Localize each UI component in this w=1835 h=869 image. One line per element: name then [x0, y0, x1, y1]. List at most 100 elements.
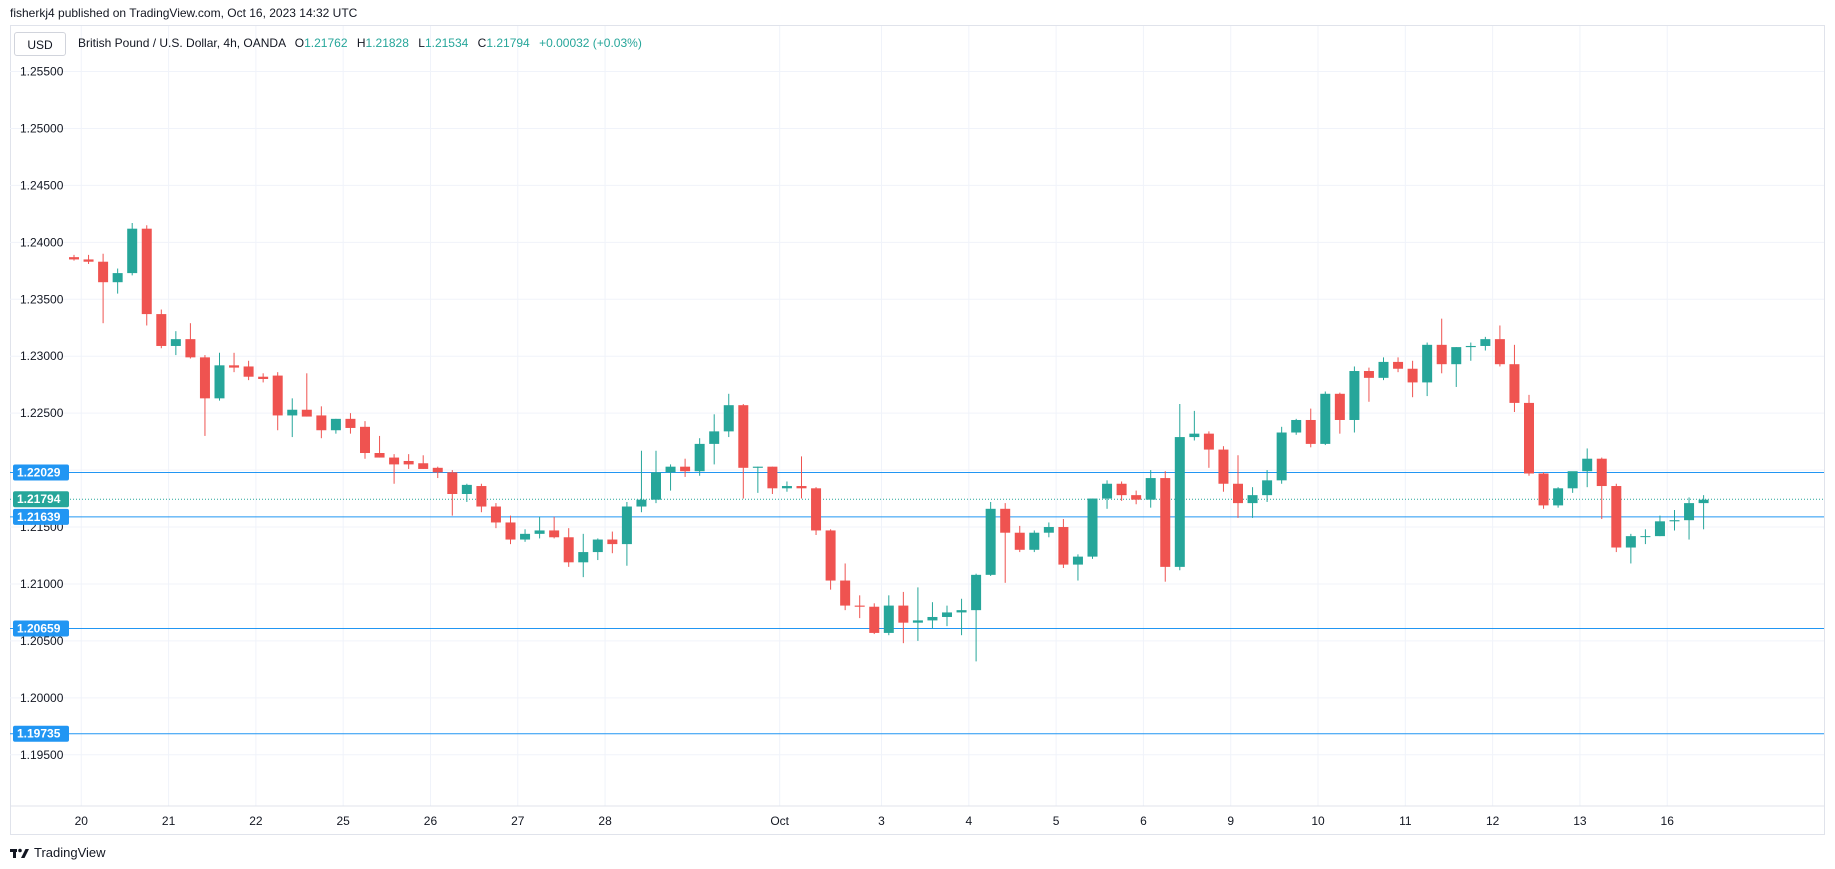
candle-body[interactable]: [1698, 499, 1709, 504]
candle-body[interactable]: [1625, 536, 1636, 548]
candle-body[interactable]: [330, 418, 341, 431]
candle-body[interactable]: [811, 488, 822, 531]
candle-body[interactable]: [1087, 498, 1098, 557]
candle-body[interactable]: [825, 530, 836, 581]
candle-body[interactable]: [1378, 361, 1389, 378]
candle-body[interactable]: [578, 552, 589, 563]
candle-body[interactable]: [534, 530, 545, 534]
candle-body[interactable]: [592, 539, 603, 553]
candle-body[interactable]: [985, 508, 996, 575]
candle-body[interactable]: [1567, 471, 1578, 489]
candle-body[interactable]: [141, 228, 152, 315]
candle-body[interactable]: [1684, 503, 1695, 521]
candle-body[interactable]: [1611, 486, 1622, 548]
candle-body[interactable]: [883, 605, 894, 633]
candle-body[interactable]: [1043, 527, 1054, 533]
candle-body[interactable]: [1524, 402, 1534, 474]
candle-body[interactable]: [1334, 393, 1345, 420]
candle-body[interactable]: [432, 467, 443, 473]
candle-body[interactable]: [1291, 419, 1302, 433]
candle-body[interactable]: [1102, 483, 1113, 499]
candle-body[interactable]: [1654, 521, 1665, 537]
candle-body[interactable]: [607, 539, 618, 545]
currency-button[interactable]: USD: [14, 32, 66, 56]
candle-body[interactable]: [1422, 344, 1433, 383]
candle-body[interactable]: [185, 339, 196, 358]
candle-body[interactable]: [869, 606, 880, 633]
candle-body[interactable]: [1393, 361, 1404, 369]
candle-body[interactable]: [898, 605, 909, 623]
candle-body[interactable]: [1029, 532, 1040, 550]
candle-body[interactable]: [752, 466, 763, 468]
candle-body[interactable]: [781, 486, 792, 489]
candle-body[interactable]: [520, 533, 531, 540]
candle-body[interactable]: [1509, 364, 1520, 403]
candle-body[interactable]: [912, 620, 923, 623]
candle-body[interactable]: [418, 463, 429, 469]
candle-body[interactable]: [360, 426, 370, 454]
candle-body[interactable]: [767, 466, 778, 489]
candle-body[interactable]: [243, 366, 254, 377]
candle-body[interactable]: [1000, 508, 1011, 533]
candle-body[interactable]: [170, 339, 181, 346]
candle-body[interactable]: [199, 357, 210, 399]
candle-body[interactable]: [1014, 532, 1025, 550]
tradingview-brand[interactable]: TradingView: [10, 845, 106, 860]
candle-body[interactable]: [680, 466, 691, 472]
candle-body[interactable]: [156, 314, 167, 346]
candle-body[interactable]: [345, 418, 356, 428]
candle-body[interactable]: [665, 466, 676, 473]
candle-body[interactable]: [1582, 458, 1593, 472]
candle-body[interactable]: [1131, 495, 1142, 500]
candle-body[interactable]: [403, 460, 414, 465]
candle-body[interactable]: [1349, 371, 1360, 420]
candle-body[interactable]: [461, 484, 472, 494]
candle-body[interactable]: [272, 375, 283, 416]
candle-body[interactable]: [83, 259, 94, 262]
candle-body[interactable]: [1320, 393, 1331, 444]
candle-body[interactable]: [1538, 473, 1549, 506]
candle-body[interactable]: [1363, 371, 1374, 378]
candle-body[interactable]: [1072, 556, 1083, 565]
candle-body[interactable]: [69, 257, 79, 260]
candle-body[interactable]: [1218, 449, 1229, 484]
candle-body[interactable]: [112, 273, 123, 283]
candle-body[interactable]: [490, 506, 501, 523]
candle-body[interactable]: [287, 409, 298, 416]
candle-body[interactable]: [1058, 527, 1069, 565]
candle-body[interactable]: [1276, 432, 1287, 481]
candle-body[interactable]: [723, 405, 734, 432]
candle-body[interactable]: [563, 537, 574, 563]
candle-body[interactable]: [1465, 345, 1476, 348]
candle-body[interactable]: [956, 610, 967, 613]
candle-body[interactable]: [1262, 480, 1273, 496]
candle-body[interactable]: [258, 376, 269, 379]
candle-body[interactable]: [1669, 520, 1680, 522]
candle-body[interactable]: [1233, 483, 1243, 504]
candle-body[interactable]: [1116, 483, 1127, 496]
candle-body[interactable]: [476, 486, 487, 507]
candle-body[interactable]: [971, 574, 982, 611]
candle-body[interactable]: [229, 365, 240, 368]
candle-body[interactable]: [1640, 536, 1651, 538]
candle-body[interactable]: [927, 616, 938, 621]
candle-body[interactable]: [214, 365, 225, 399]
candle-body[interactable]: [1480, 339, 1491, 346]
candle-body[interactable]: [1553, 488, 1564, 506]
candle-body[interactable]: [1451, 347, 1462, 365]
candle-body[interactable]: [854, 605, 865, 607]
candle-body[interactable]: [447, 472, 458, 494]
candle-body[interactable]: [621, 506, 632, 545]
candle-body[interactable]: [709, 431, 720, 444]
candle-body[interactable]: [796, 486, 807, 489]
candle-body[interactable]: [98, 261, 109, 283]
candle-body[interactable]: [694, 443, 705, 472]
candle-body[interactable]: [1596, 458, 1607, 487]
candle-body[interactable]: [374, 453, 385, 458]
candle-body[interactable]: [301, 409, 312, 417]
candle-body[interactable]: [1160, 478, 1171, 567]
candle-body[interactable]: [1305, 419, 1316, 444]
candle-body[interactable]: [389, 457, 400, 465]
candle-body[interactable]: [1494, 339, 1505, 365]
